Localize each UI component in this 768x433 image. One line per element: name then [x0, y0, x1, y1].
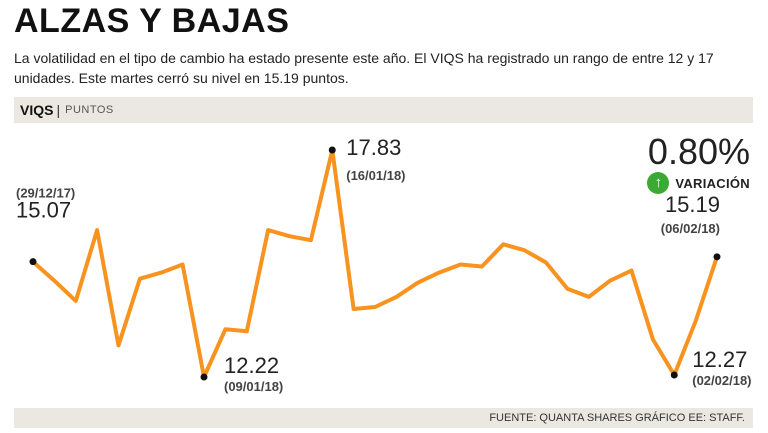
point-marker-0 [29, 258, 37, 266]
point-marker-32 [713, 253, 721, 261]
data-label-date-32: (06/02/18) [661, 221, 720, 236]
data-label-value-32: 15.19 [665, 192, 720, 217]
point-marker-8 [200, 373, 208, 381]
data-label-date-0: (29/12/17) [16, 186, 75, 201]
data-label-date-8: (09/01/18) [224, 379, 283, 394]
data-label-date-30: (02/02/18) [692, 373, 751, 388]
data-label-value-8: 12.22 [224, 353, 279, 378]
arrow-up-icon: ↑ [647, 172, 670, 194]
point-marker-14 [328, 146, 336, 154]
source-text: FUENTE: QUANTA SHARES GRÁFICO EE: STAFF. [489, 412, 745, 424]
ticker-label: VIQS [20, 102, 54, 118]
data-label-date-14: (16/01/18) [346, 168, 405, 183]
source-bar: FUENTE: QUANTA SHARES GRÁFICO EE: STAFF. [14, 408, 753, 428]
variation-row: ↑ VARIACIÓN [647, 172, 750, 194]
unit-label: PUNTOS [65, 104, 114, 116]
variation-box: 0.80% ↑ VARIACIÓN [647, 133, 750, 194]
data-label-value-0: 15.07 [16, 198, 71, 223]
label-separator: | [56, 102, 61, 118]
variation-label: VARIACIÓN [675, 175, 750, 191]
variation-value: 0.80% [647, 131, 750, 172]
series-line-viqs [31, 148, 719, 379]
series-label-bar: VIQS | PUNTOS [14, 97, 753, 123]
data-label-value-14: 17.83 [346, 135, 401, 160]
chart-subtitle: La volatilidad en el tipo de cambio ha e… [14, 50, 714, 86]
point-marker-30 [670, 371, 678, 379]
chart-title: ALZAS Y BAJAS [14, 2, 290, 40]
data-label-value-30: 12.27 [692, 347, 747, 372]
